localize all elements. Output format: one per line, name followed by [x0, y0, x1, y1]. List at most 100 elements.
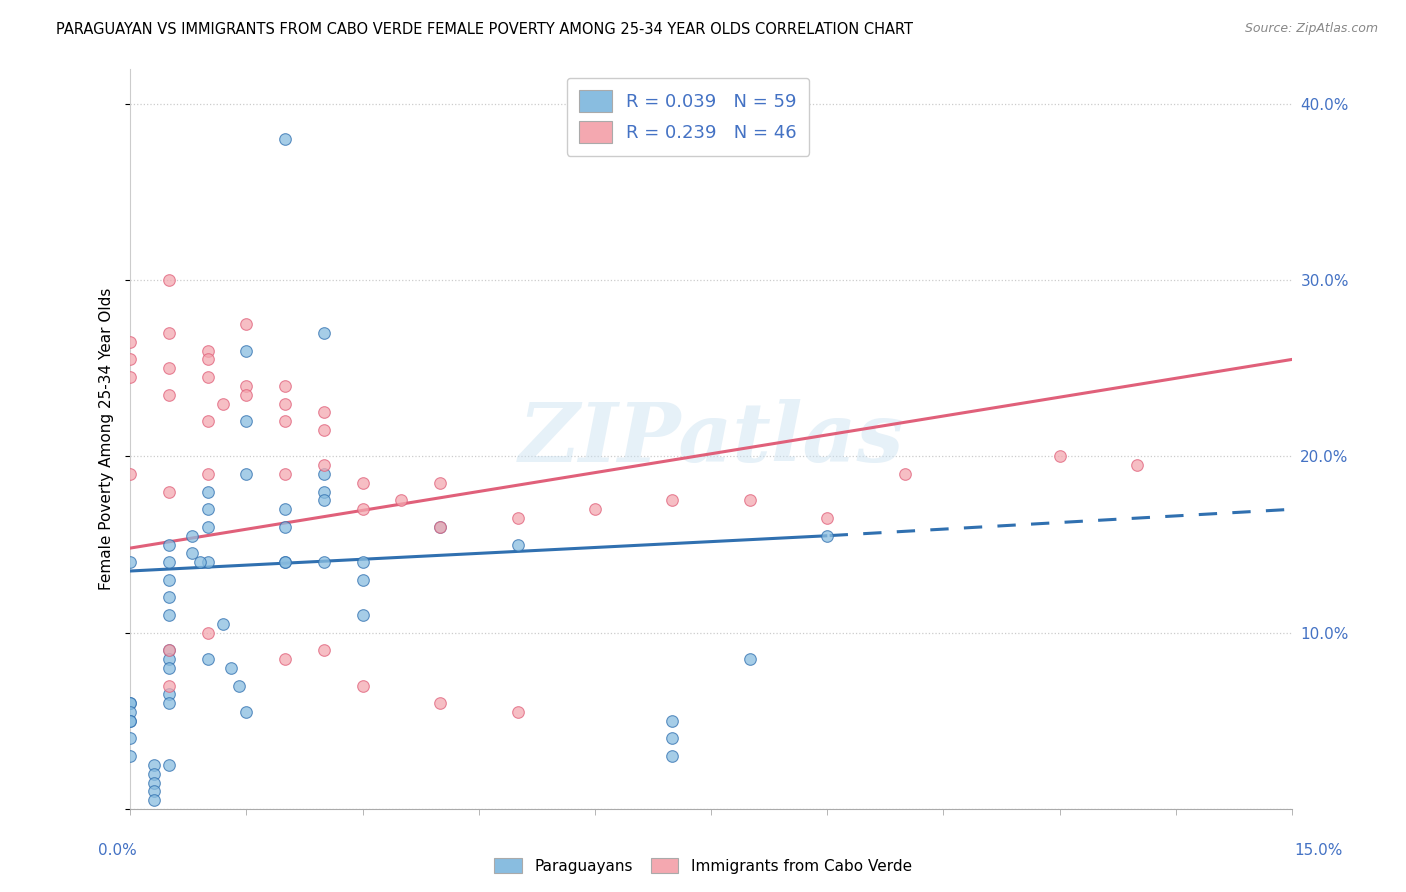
Point [142, 766, 165, 780]
Point [312, 555, 335, 569]
Point [157, 687, 180, 701]
Point [429, 520, 451, 534]
Point [157, 652, 180, 666]
Point [312, 458, 335, 473]
Point [661, 493, 683, 508]
Point [142, 758, 165, 772]
Point [120, 714, 142, 728]
Text: 15.0%: 15.0% [1295, 843, 1343, 858]
Point [157, 573, 180, 587]
Point [235, 387, 257, 401]
Point [120, 749, 142, 764]
Point [197, 520, 219, 534]
Text: Source: ZipAtlas.com: Source: ZipAtlas.com [1244, 22, 1378, 36]
Point [312, 405, 335, 419]
Point [197, 352, 219, 367]
Point [274, 467, 297, 481]
Point [142, 793, 165, 807]
Point [352, 608, 374, 623]
Point [120, 352, 142, 367]
Point [197, 343, 219, 358]
Text: 0.0%: 0.0% [98, 843, 138, 858]
Point [235, 467, 257, 481]
Legend: Paraguayans, Immigrants from Cabo Verde: Paraguayans, Immigrants from Cabo Verde [488, 852, 918, 880]
Point [352, 555, 374, 569]
Point [583, 502, 606, 516]
Point [197, 370, 219, 384]
Point [197, 467, 219, 481]
Point [120, 705, 142, 719]
Point [1126, 458, 1149, 473]
Point [157, 758, 180, 772]
Point [157, 361, 180, 376]
Y-axis label: Female Poverty Among 25-34 Year Olds: Female Poverty Among 25-34 Year Olds [100, 287, 114, 590]
Point [312, 467, 335, 481]
Point [212, 616, 235, 631]
Point [738, 652, 761, 666]
Point [815, 529, 838, 543]
Point [235, 317, 257, 331]
Point [120, 696, 142, 710]
Point [181, 546, 204, 560]
Point [157, 326, 180, 340]
Point [312, 326, 335, 340]
Point [197, 652, 219, 666]
Point [197, 625, 219, 640]
Point [120, 370, 142, 384]
Point [274, 555, 297, 569]
Point [506, 511, 529, 525]
Point [181, 529, 204, 543]
Point [274, 520, 297, 534]
Point [197, 484, 219, 499]
Point [389, 493, 412, 508]
Point [197, 414, 219, 428]
Point [661, 731, 683, 746]
Point [429, 696, 451, 710]
Point [142, 784, 165, 798]
Point [120, 696, 142, 710]
Point [157, 643, 180, 657]
Point [738, 493, 761, 508]
Point [157, 387, 180, 401]
Point [157, 696, 180, 710]
Point [235, 414, 257, 428]
Point [312, 423, 335, 437]
Point [235, 379, 257, 393]
Point [157, 679, 180, 693]
Point [157, 643, 180, 657]
Point [274, 652, 297, 666]
Point [661, 749, 683, 764]
Point [274, 396, 297, 410]
Point [157, 537, 180, 551]
Point [228, 679, 250, 693]
Point [274, 502, 297, 516]
Point [312, 493, 335, 508]
Point [274, 379, 297, 393]
Point [120, 334, 142, 349]
Point [352, 502, 374, 516]
Text: PARAGUAYAN VS IMMIGRANTS FROM CABO VERDE FEMALE POVERTY AMONG 25-34 YEAR OLDS CO: PARAGUAYAN VS IMMIGRANTS FROM CABO VERDE… [56, 22, 914, 37]
Point [506, 705, 529, 719]
Point [120, 714, 142, 728]
Point [219, 661, 242, 675]
Point [274, 414, 297, 428]
Point [352, 573, 374, 587]
Point [1049, 450, 1071, 464]
Point [312, 643, 335, 657]
Point [352, 679, 374, 693]
Point [274, 132, 297, 146]
Point [157, 661, 180, 675]
Text: ZIPatlas: ZIPatlas [519, 399, 904, 479]
Point [142, 775, 165, 789]
Point [157, 273, 180, 287]
Point [120, 467, 142, 481]
Point [197, 555, 219, 569]
Point [312, 484, 335, 499]
Point [661, 714, 683, 728]
Point [212, 396, 235, 410]
Point [197, 502, 219, 516]
Point [352, 475, 374, 490]
Point [506, 537, 529, 551]
Point [120, 555, 142, 569]
Point [429, 475, 451, 490]
